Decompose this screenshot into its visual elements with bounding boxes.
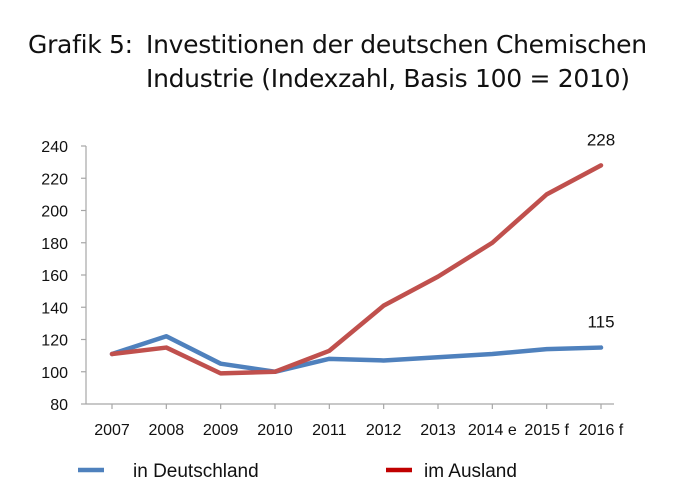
y-tick-label: 200	[41, 204, 68, 221]
y-tick-label: 140	[41, 300, 68, 317]
x-axis: 2007 2008 2009 2010 2011 2012 2013 2014 e 2015 f…	[86, 403, 624, 439]
x-tick-label: 2011	[312, 422, 347, 439]
legend-label: im Ausland	[424, 461, 517, 482]
data-labels: 115 228	[587, 130, 615, 331]
x-tick-label: 2015 f	[524, 422, 569, 439]
legend: in Deutschland im Ausland	[78, 461, 517, 482]
x-tick-label: 2009	[203, 422, 239, 439]
x-tick-label: 2008	[149, 422, 185, 439]
series-layer	[109, 163, 604, 376]
x-tick-label: 2012	[366, 422, 402, 439]
legend-item-im-ausland: im Ausland	[386, 461, 517, 482]
y-tick-label: 180	[41, 236, 68, 253]
x-tick-label: 2016 f	[579, 422, 624, 439]
y-tick-label: 240	[41, 139, 68, 156]
end-value-label: 228	[587, 130, 615, 149]
series-line-in-deutschland	[109, 334, 604, 374]
y-tick-label: 80	[50, 397, 68, 414]
x-tick-label: 2014 e	[468, 422, 517, 439]
legend-label: in Deutschland	[133, 461, 259, 482]
x-tick-label: 2010	[257, 422, 293, 439]
y-tick-label: 100	[41, 365, 68, 382]
x-tick-label: 2013	[420, 422, 456, 439]
y-tick-label: 120	[41, 333, 68, 350]
x-tick-label: 2007	[94, 422, 130, 439]
legend-item-in-deutschland: in Deutschland	[78, 461, 259, 482]
chart-title-prefix: Grafik 5:	[28, 30, 133, 59]
end-value-label: 115	[587, 313, 614, 332]
chart-title-line-1: Investitionen der deutschen Chemischen	[146, 30, 647, 59]
y-tick-label: 160	[41, 268, 68, 285]
y-axis: 80 100 120 140 160 180 200 220 240	[41, 139, 87, 414]
chart-title-line-2: Industrie (Indexzahl, Basis 100 = 2010)	[146, 64, 630, 93]
series-line-im-ausland	[109, 163, 604, 376]
y-tick-label: 220	[41, 171, 68, 188]
